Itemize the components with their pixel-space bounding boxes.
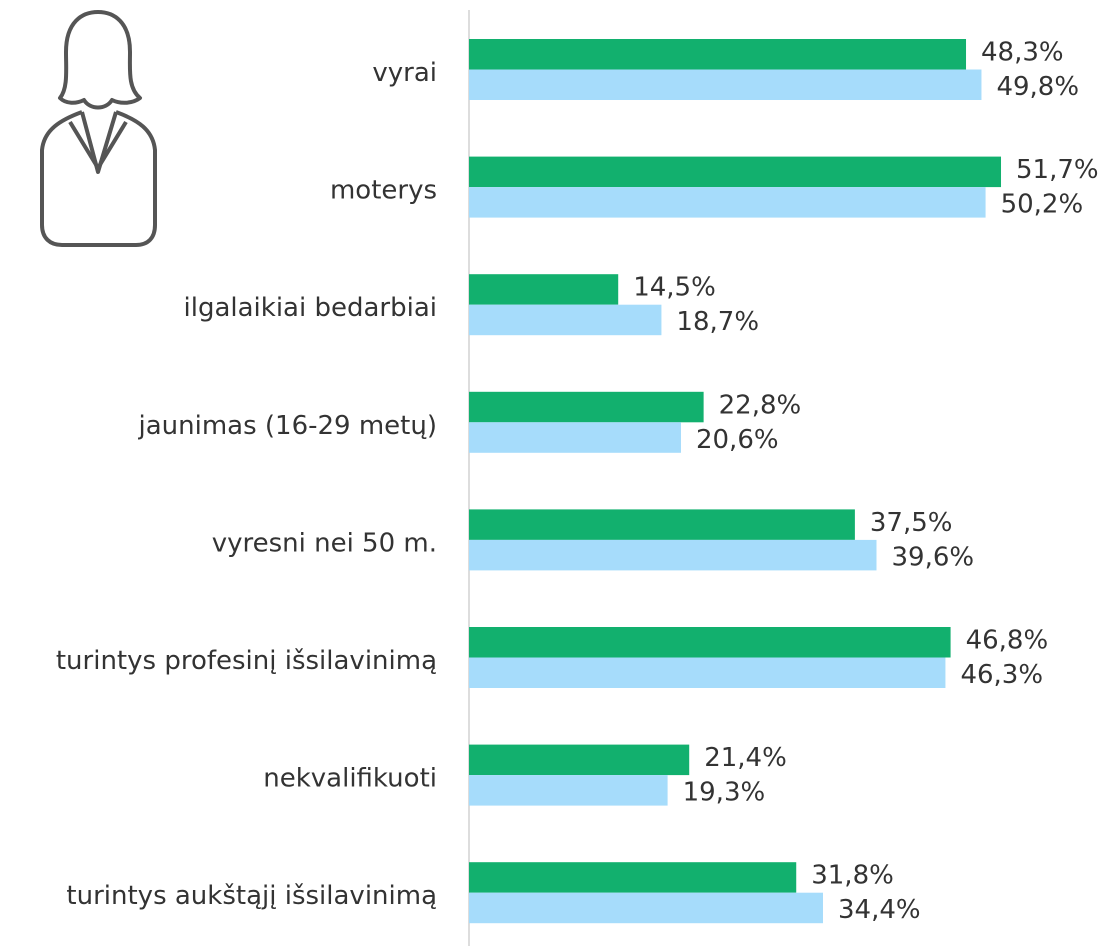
value-label: 48,3% [981, 38, 1064, 68]
value-label: 46,3% [960, 660, 1043, 690]
category-label: ilgalaikiai bedarbiai [184, 293, 437, 323]
bar [469, 775, 668, 806]
bar [469, 391, 704, 423]
value-label: 51,7% [1016, 155, 1099, 185]
bar [469, 187, 986, 218]
value-label: 46,8% [966, 626, 1049, 656]
value-label: 20,6% [696, 425, 779, 455]
category-label: turintys profesinį išsilavinimą [56, 646, 437, 676]
value-label: 31,8% [811, 861, 894, 891]
bar [469, 627, 951, 658]
bar [469, 274, 619, 305]
value-label: 39,6% [891, 542, 974, 572]
category-label: vyrai [372, 58, 437, 88]
value-label: 37,5% [870, 508, 953, 538]
value-label: 50,2% [1001, 190, 1084, 220]
bar [469, 744, 690, 776]
category-label: nekvalifikuoti [263, 764, 437, 794]
bar [469, 657, 946, 688]
person-icon [40, 10, 157, 247]
value-label: 22,8% [719, 390, 802, 420]
category-label: turintys aukštąjį išsilavinimą [66, 881, 437, 911]
bar [469, 539, 877, 571]
bar [469, 304, 662, 336]
category-label: moterys [330, 176, 437, 206]
category-label: vyresni nei 50 m. [212, 528, 437, 558]
bar [469, 892, 823, 924]
value-label: 14,5% [633, 273, 716, 303]
bar [469, 156, 1002, 188]
bar [469, 69, 982, 100]
value-label: 18,7% [676, 307, 759, 337]
value-label: 21,4% [704, 743, 787, 773]
value-label: 49,8% [996, 72, 1079, 102]
value-label: 34,4% [838, 895, 921, 925]
value-label: 19,3% [683, 778, 766, 808]
bar [469, 422, 681, 453]
bar [469, 39, 967, 70]
bar [469, 509, 855, 540]
category-label: jaunimas (16-29 metų) [137, 411, 437, 441]
bar [469, 862, 797, 893]
